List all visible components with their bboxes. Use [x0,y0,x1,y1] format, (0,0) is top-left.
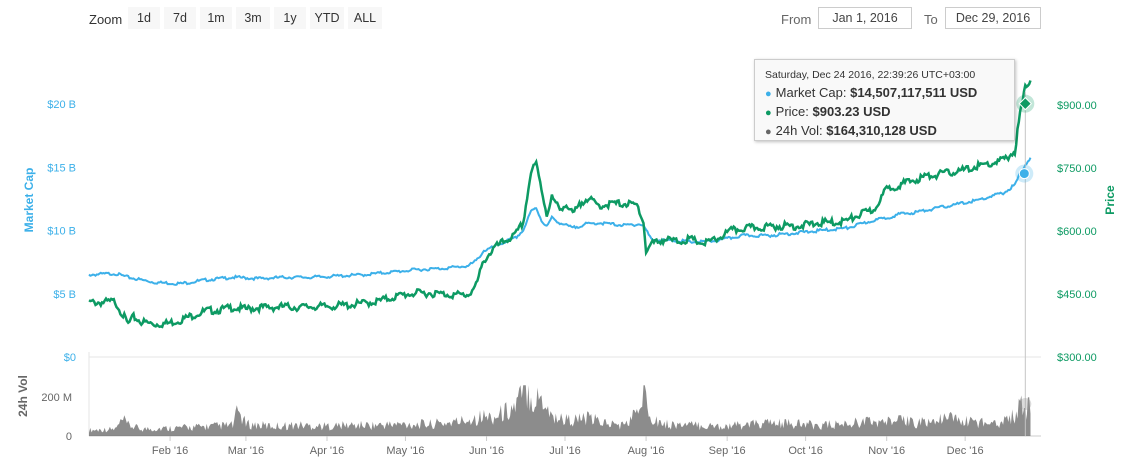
tooltip-row-price: ● Price: $903.23 USD [765,103,1004,122]
from-date-input[interactable] [818,7,912,29]
right-axis-tick-label: $450.00 [1057,289,1097,301]
x-axis-tick-label: Oct '16 [788,445,823,457]
volume-axis-tick-label: 0 [66,431,72,443]
volume-axis-tick-label: 200 M [41,392,72,404]
x-axis-tick-label: May '16 [386,445,424,457]
tooltip-row-market-cap: ● Market Cap: $14,507,117,511 USD [765,84,1004,103]
zoom-ytd-button[interactable]: YTD [310,7,344,29]
left-axis-tick-label: $15 B [47,162,76,174]
market-cap-line [88,157,1032,286]
tooltip-market-cap-value: $14,507,117,511 USD [850,85,978,100]
x-axis-tick-label: Dec '16 [947,445,984,457]
x-axis-tick-label: Feb '16 [152,445,188,457]
left-axis-tick-label: $0 [64,352,76,364]
volume-dot-icon: ● [765,126,772,138]
zoom-3m-button[interactable]: 3m [236,7,270,29]
left-axis-tick-label: $10 B [47,226,76,238]
x-axis-tick-label: Jun '16 [469,445,504,457]
price-marker [1018,96,1033,111]
axis-layer: $0 $5 B $10 B $15 B $20 B Market Cap $300.00 $4… [16,99,1117,457]
x-axis-tick-label: Jul '16 [549,445,580,457]
tooltip-market-cap-label: Market Cap: [775,85,847,100]
tooltip-title: Saturday, Dec 24 2016, 22:39:26 UTC+03:0… [765,69,976,81]
chart-tooltip: Saturday, Dec 24 2016, 22:39:26 UTC+03:0… [754,59,1015,141]
market-cap-dot-icon: ● [765,88,772,100]
right-axis-tick-label: $300.00 [1057,352,1097,364]
zoom-1m-button[interactable]: 1m [200,7,232,29]
volume-axis-title: 24h Vol [16,375,30,417]
x-axis-tick-label: Nov '16 [868,445,905,457]
marker-layer [1015,92,1035,436]
x-axis-tick-label: Aug '16 [628,445,665,457]
right-axis-tick-label: $900.00 [1057,100,1097,112]
x-axis-tick-label: Mar '16 [228,445,264,457]
tooltip-price-label: Price: [775,104,809,119]
tooltip-row-volume: ● 24h Vol: $164,310,128 USD [765,122,1004,141]
market-cap-marker [1018,168,1030,180]
x-axis-tick-label: Apr '16 [310,445,345,457]
volume-area [89,385,1031,436]
to-label: To [924,12,938,27]
left-axis-tick-label: $20 B [47,99,76,111]
tooltip-volume-value: $164,310,128 USD [826,123,937,138]
zoom-label: Zoom [89,12,123,27]
zoom-7d-button[interactable]: 7d [164,7,196,29]
zoom-1d-button[interactable]: 1d [128,7,160,29]
price-dot-icon: ● [765,107,772,119]
range-toolbar: Zoom 1d 7d 1m 3m 1y YTD ALL From To [0,7,1131,31]
left-axis-tick-label: $5 B [53,289,76,301]
series-layer [88,80,1032,436]
price-line [88,80,1032,329]
tooltip-volume-label: 24h Vol: [775,123,823,138]
from-label: From [781,12,812,27]
right-axis-tick-label: $750.00 [1057,163,1097,175]
volume-marker [1019,397,1032,410]
x-axis-tick-label: Sep '16 [709,445,746,457]
tooltip-price-value: $903.23 USD [812,104,891,119]
right-axis-title: Price [1103,185,1117,215]
to-date-input[interactable] [945,7,1041,29]
zoom-all-button[interactable]: ALL [348,7,382,29]
left-axis-title: Market Cap [22,168,36,233]
right-axis-tick-label: $600.00 [1057,226,1097,238]
zoom-1y-button[interactable]: 1y [274,7,306,29]
